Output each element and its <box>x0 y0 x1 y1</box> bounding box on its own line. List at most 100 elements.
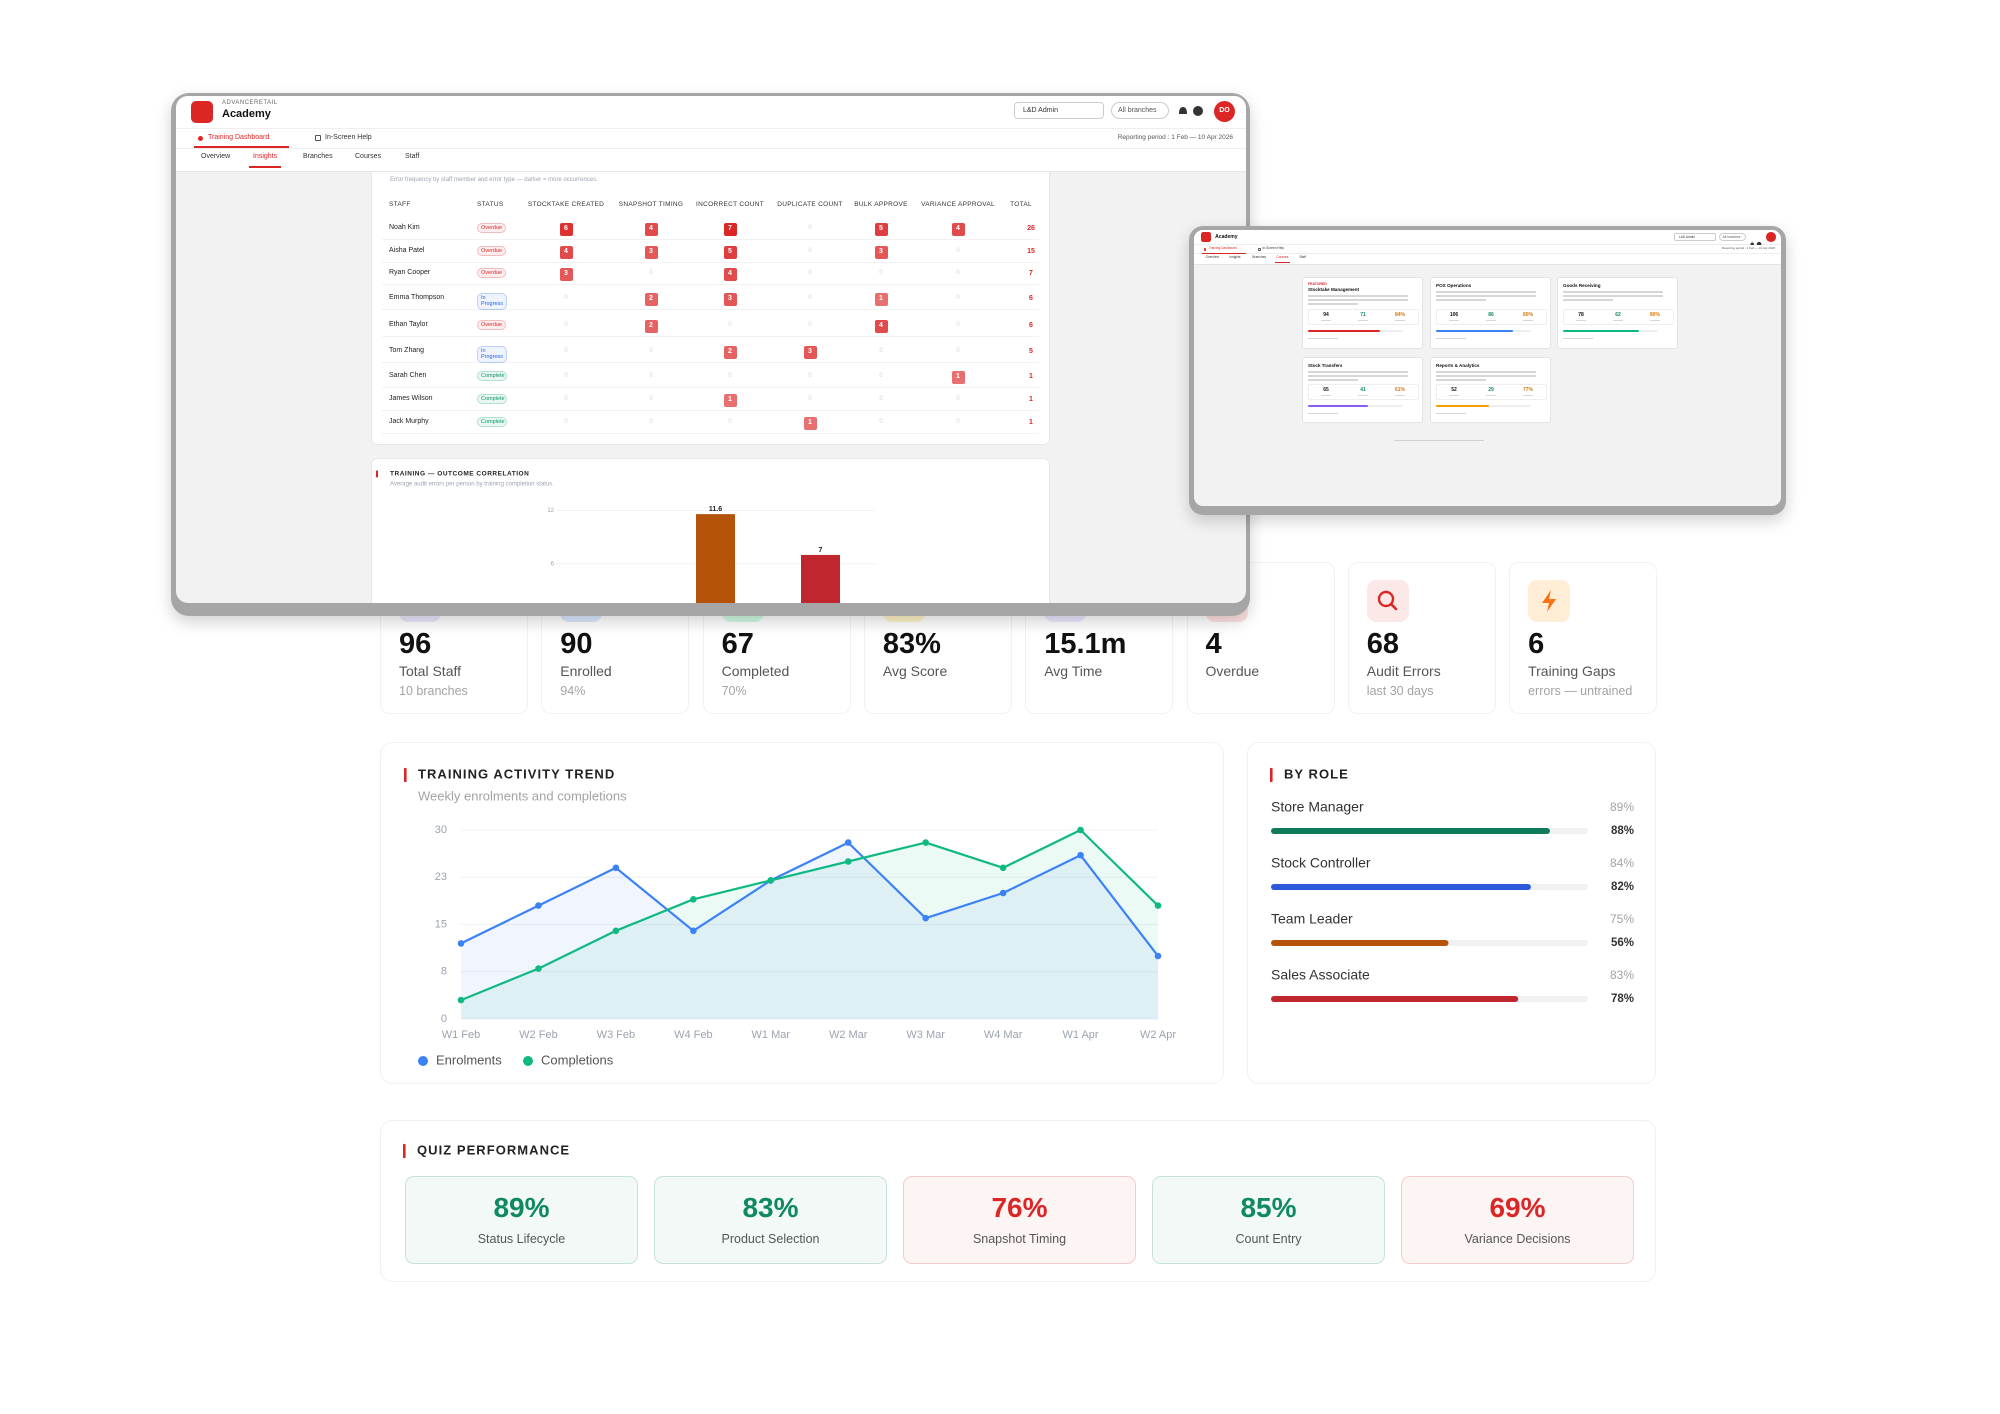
status-pill: In Progress <box>477 346 507 363</box>
chart-svg: TRAINING — OUTCOME CORRELATION Average au… <box>376 470 875 603</box>
tab[interactable]: Training Dashboard <box>1208 246 1237 251</box>
tab-bar: Training Dashboard In-Screen Help Reportin… <box>1194 245 1781 255</box>
stat-caption <box>1449 395 1459 397</box>
tab[interactable]: In-Screen Help <box>325 134 372 141</box>
row-divider <box>382 387 1039 388</box>
course-stat: 80% <box>1522 312 1534 318</box>
row-total: 6 <box>1029 321 1033 329</box>
heat-cell: 3 <box>559 267 573 281</box>
heat-value: 3 <box>564 270 568 277</box>
quiz-value: 83% <box>742 1192 799 1223</box>
data-point <box>535 965 542 972</box>
branch-filter[interactable]: All branches <box>1718 232 1746 241</box>
heat-value: 0 <box>956 322 960 328</box>
heat-cell: 7 <box>723 222 737 236</box>
subtab[interactable]: Overview <box>1205 255 1219 260</box>
y-tick-label: 12 <box>547 508 554 514</box>
course-stat: 65 <box>1323 387 1329 393</box>
description-line <box>1436 375 1536 377</box>
role-name: Team Leader <box>1271 911 1353 927</box>
heat-cell: 3 <box>723 292 737 306</box>
avatar[interactable] <box>1766 232 1776 242</box>
header-icons <box>1749 234 1766 247</box>
tab[interactable]: In-Screen Help <box>1262 246 1285 251</box>
course-card[interactable]: Stock Transfers 65 41 61% <box>1302 357 1423 423</box>
stat-icon <box>1366 580 1409 622</box>
course-stat: 106 <box>1449 312 1459 318</box>
course-card[interactable]: POS Operations 106 86 80% <box>1430 277 1551 349</box>
row-divider <box>382 336 1039 337</box>
subtab[interactable]: Branches <box>1252 255 1267 260</box>
icons <box>1179 106 1203 116</box>
subtab[interactable]: Courses <box>1274 255 1291 264</box>
title-accent <box>404 767 407 783</box>
course-card[interactable]: Reports & Analytics 52 29 77% <box>1430 357 1551 423</box>
heat-value: 3 <box>728 295 732 302</box>
tab-underline <box>1202 252 1246 254</box>
app-window: Academy L&D Admin All branches Training Das… <box>1189 226 1786 515</box>
stats-box <box>1436 309 1547 325</box>
stat-value: 6 <box>1528 628 1545 660</box>
heat-value: 0 <box>808 248 812 254</box>
legend-label: Enrolments <box>436 1052 502 1067</box>
app-name: Academy <box>222 108 271 120</box>
avatar[interactable]: DO <box>1214 101 1235 122</box>
app-screen: Academy L&D Admin All branches Training Das… <box>1194 230 1781 506</box>
heat-value: 4 <box>728 270 732 277</box>
stat-label: Audit Errors <box>1366 663 1441 679</box>
x-tick-label: W4 Feb <box>674 1029 713 1041</box>
subtab[interactable]: Staff <box>1299 255 1306 260</box>
help-icon[interactable] <box>1193 106 1203 116</box>
subtab-bar: Overview Insights Branches Courses Staff <box>1194 254 1781 265</box>
quiz-tile: 85% Count Entry <box>1152 1176 1385 1264</box>
subtab[interactable]: Insights <box>1229 255 1241 260</box>
stat-sub: 70% <box>721 684 747 698</box>
bar-value-label: 78% <box>1611 993 1634 1005</box>
role-select[interactable]: L&D Admin <box>1674 232 1716 241</box>
stat-value: 83% <box>882 628 941 660</box>
quiz-value: 69% <box>1489 1192 1546 1223</box>
row-divider <box>382 433 1039 434</box>
app-name: Academy <box>1215 234 1238 241</box>
role-score: 75% <box>1610 912 1634 926</box>
description-line <box>1563 299 1613 301</box>
column-header: VARIANCE APPROVAL <box>921 201 995 208</box>
data-point <box>1154 952 1162 960</box>
chart-svg: BY ROLE Store Manager 89% 88% Stock Controll… <box>1270 766 1634 1005</box>
card-title: BY ROLE <box>1284 766 1349 781</box>
footer-line <box>1308 338 1338 340</box>
role-select[interactable]: L&D Admin <box>1014 102 1104 119</box>
description-line <box>1308 375 1408 377</box>
footer-line <box>1563 338 1593 340</box>
footer-line <box>1436 338 1466 340</box>
course-stat: 94 <box>1323 312 1329 318</box>
stat-caption <box>1486 320 1496 322</box>
card-title: TRAINING ACTIVITY TREND <box>418 766 615 781</box>
course-tag: FEATURED <box>1308 282 1327 286</box>
bell-icon[interactable] <box>1750 242 1754 246</box>
heat-value: 0 <box>879 348 883 354</box>
subtab[interactable]: Staff <box>405 153 420 160</box>
tab[interactable]: Training Dashboard <box>208 134 270 141</box>
course-card[interactable]: Goods Receiving 78 62 80% <box>1557 277 1678 349</box>
data-point <box>922 914 929 922</box>
heat-value: 0 <box>564 373 568 379</box>
subtab[interactable]: Insights <box>249 153 282 169</box>
course-card[interactable]: FEATURED Stocktake Management 94 71 84% <box>1302 277 1423 349</box>
course-title: Stocktake Management <box>1308 287 1360 292</box>
heat-cell: 1 <box>803 416 817 430</box>
data-point <box>999 889 1007 897</box>
stat-caption <box>1613 320 1623 322</box>
subtab[interactable]: Branches <box>303 153 333 160</box>
heat-value: 0 <box>649 419 653 425</box>
y-tick-label: 23 <box>435 871 447 883</box>
bell-icon[interactable] <box>1179 107 1187 114</box>
course-stat: 78 <box>1578 312 1584 318</box>
reporting-period: Reporting period : 1 Feb — 10 Apr 2026 <box>1722 246 1776 251</box>
subtab[interactable]: Courses <box>355 153 382 160</box>
heat-cell: 2 <box>644 292 658 306</box>
branch-filter[interactable]: All branches <box>1111 102 1169 119</box>
heat-value: 0 <box>956 248 960 254</box>
quiz-label: Count Entry <box>1235 1232 1302 1246</box>
subtab[interactable]: Overview <box>201 153 231 160</box>
